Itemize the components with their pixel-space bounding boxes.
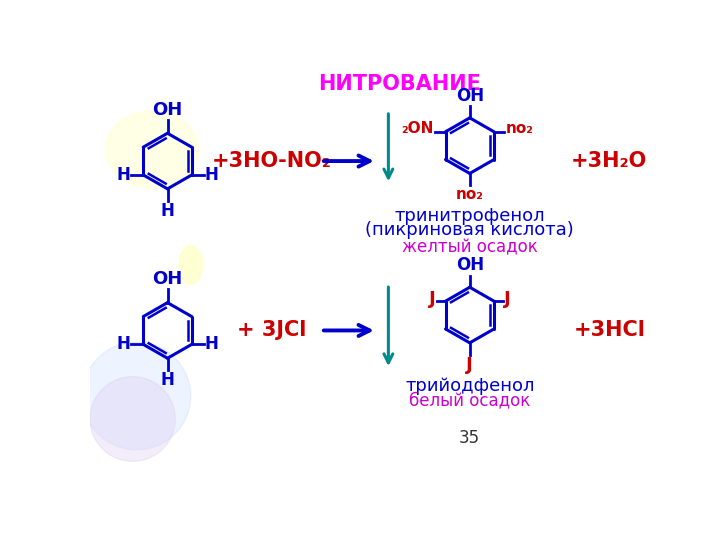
Text: тринитрофенол: тринитрофенол [395,207,545,225]
Text: J: J [467,356,473,374]
Text: +3HCl: +3HCl [573,320,645,340]
Text: J: J [428,290,435,308]
Text: +3НО-NO₂: +3НО-NO₂ [212,151,332,171]
Text: + 3JCl: + 3JCl [238,320,307,340]
Text: H: H [116,335,130,353]
Text: OH: OH [153,270,183,288]
Text: H: H [161,372,174,389]
Ellipse shape [106,111,199,188]
Text: H: H [116,166,130,184]
Text: J: J [504,290,511,308]
Text: +3H₂O: +3H₂O [571,151,647,171]
Text: H: H [205,335,219,353]
Text: H: H [205,166,219,184]
Text: НИТРОВАНИЕ: НИТРОВАНИЕ [318,74,482,94]
Circle shape [82,342,191,450]
Text: H: H [161,202,174,220]
Text: (пикриновая кислота): (пикриновая кислота) [365,221,574,239]
Text: трийодфенол: трийодфенол [405,377,534,395]
Text: OH: OH [456,256,484,274]
Text: белый осадок: белый осадок [409,392,531,409]
Text: желтый осадок: желтый осадок [402,238,538,256]
Text: OH: OH [153,100,183,119]
Text: ₂ON: ₂ON [401,122,433,136]
Text: no₂: no₂ [505,122,534,136]
Text: no₂: no₂ [456,187,484,201]
Circle shape [90,377,175,461]
Ellipse shape [179,246,202,284]
Text: OH: OH [456,87,484,105]
Text: 35: 35 [459,429,480,447]
